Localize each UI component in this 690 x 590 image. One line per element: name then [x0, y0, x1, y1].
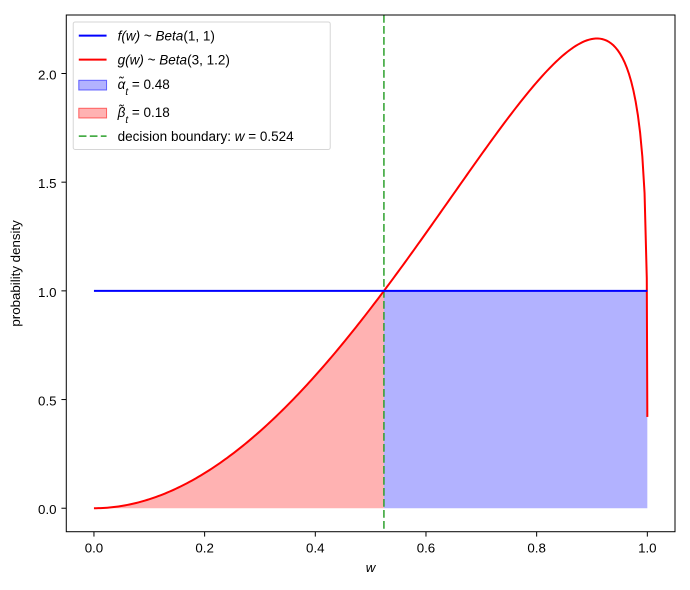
svg-text:0.6: 0.6 — [417, 540, 436, 555]
svg-text:0.2: 0.2 — [195, 540, 214, 555]
svg-text:1.0: 1.0 — [38, 285, 57, 300]
svg-text:0.0: 0.0 — [38, 502, 57, 517]
svg-text:0.8: 0.8 — [527, 540, 546, 555]
svg-text:g(w) ~ Beta(3, 1.2): g(w) ~ Beta(3, 1.2) — [118, 52, 230, 67]
svg-text:2.0: 2.0 — [38, 68, 57, 83]
svg-text:f(w) ~ Beta(1, 1): f(w) ~ Beta(1, 1) — [118, 29, 215, 44]
svg-text:probability density: probability density — [8, 220, 23, 327]
svg-text:w: w — [366, 560, 377, 575]
svg-text:1.0: 1.0 — [638, 540, 657, 555]
svg-text:0.0: 0.0 — [85, 540, 104, 555]
svg-text:0.4: 0.4 — [306, 540, 325, 555]
svg-text:decision boundary: w = 0.524: decision boundary: w = 0.524 — [118, 129, 294, 144]
svg-text:0.5: 0.5 — [38, 394, 57, 409]
svg-text:1.5: 1.5 — [38, 176, 57, 191]
